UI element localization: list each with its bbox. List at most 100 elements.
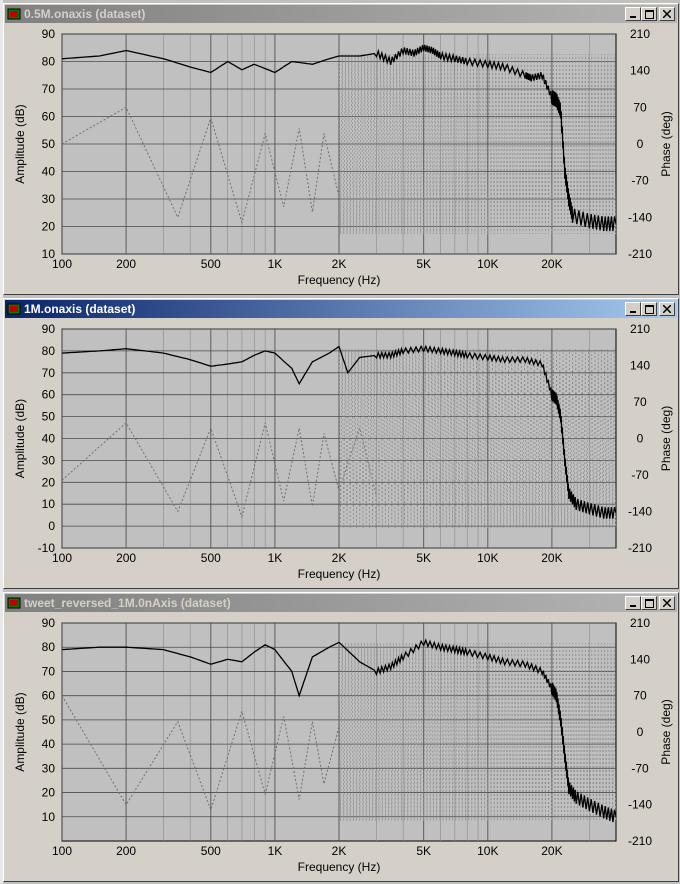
y2-tick-label: -70 [631,174,649,188]
y2-tick-label: -140 [628,505,652,519]
minimize-button[interactable] [625,302,641,316]
y2-tick-label: -140 [628,210,652,224]
window-tweet-reversed-1m[interactable]: tweet_reversed_1M.0nAxis (dataset) 100 20… [3,592,679,882]
y2-tick-label: 140 [630,652,650,666]
frequency-response-chart: 100 200 500 1K 2K 5K 10K 20K9080706050403020100… [13,322,673,581]
x-tick-label: 2K [332,257,347,271]
phase-series-line [61,695,340,812]
y-tick-label: 90 [42,27,56,41]
y-tick-label: 30 [42,761,56,775]
y-tick-label: 10 [42,497,56,511]
y-tick-label: 50 [42,713,56,727]
maximize-button[interactable] [641,7,657,21]
close-button[interactable] [659,302,675,316]
close-button[interactable] [659,596,675,610]
x-tick-label: 100 [52,257,72,271]
x-axis-label: Frequency (Hz) [298,273,381,287]
window-title: 0.5M.onaxis (dataset) [24,7,146,21]
y-tick-label: 90 [42,322,56,336]
x-tick-label: 200 [116,257,136,271]
x-tick-label: 2K [332,844,347,858]
y-tick-label: 80 [42,640,56,654]
x-tick-label: 10K [477,257,498,271]
y2-tick-label: 140 [630,64,650,78]
x-tick-label: 5K [416,844,431,858]
minimize-button[interactable] [625,596,641,610]
y-tick-label: 50 [42,137,56,151]
y-axis-label: Amplitude (dB) [13,399,27,478]
amplitude-series-line [61,44,617,232]
x-tick-label: 1K [268,844,283,858]
x-tick-label: 1K [268,551,283,565]
y-tick-label: 10 [42,247,56,261]
x-tick-label: 5K [416,257,431,271]
phase-series-line [61,422,377,519]
y-tick-label: 80 [42,344,56,358]
amplitude-series-line [61,344,617,519]
y-tick-label: 70 [42,366,56,380]
y2-axis-label: Phase (deg) [659,111,673,176]
y2-tick-label: 70 [633,689,647,703]
y2-tick-label: -210 [628,247,652,261]
y2-tick-label: -140 [628,798,652,812]
y-tick-label: 10 [42,810,56,824]
y-tick-label: 90 [42,616,56,630]
maximize-icon [644,304,654,314]
title-bar[interactable]: 0.5M.onaxis (dataset) [5,5,677,23]
y-tick-label: 0 [48,519,55,533]
y2-tick-label: 140 [630,359,650,373]
maximize-icon [644,9,654,19]
y-tick-label: 70 [42,664,56,678]
y2-tick-label: 210 [630,27,650,41]
x-axis-label: Frequency (Hz) [298,567,381,581]
close-button[interactable] [659,7,675,21]
phase-wrap-series [338,642,617,822]
phase-series-line [61,106,340,225]
x-tick-label: 100 [52,844,72,858]
x-tick-label: 20K [541,551,562,565]
y-tick-label: 80 [42,55,56,69]
minimize-icon [630,311,636,313]
app-icon [7,8,21,20]
x-tick-label: 20K [541,844,562,858]
title-bar[interactable]: tweet_reversed_1M.0nAxis (dataset) [5,594,677,612]
y2-tick-label: -210 [628,541,652,555]
y2-tick-label: 0 [637,725,644,739]
minimize-icon [630,16,636,18]
x-tick-label: 500 [201,257,221,271]
y-tick-label: 40 [42,737,56,751]
x-tick-label: 1K [268,257,283,271]
y2-axis-label: Phase (deg) [659,699,673,764]
close-icon [663,305,671,313]
x-tick-label: 10K [477,844,498,858]
y-tick-label: -10 [38,541,56,555]
app-icon [7,597,21,609]
amplitude-series-line [61,638,617,823]
maximize-button[interactable] [641,596,657,610]
window-title: 1M.onaxis (dataset) [24,302,136,316]
minimize-icon [630,605,636,607]
x-tick-label: 20K [541,257,562,271]
y-tick-label: 60 [42,110,56,124]
maximize-button[interactable] [641,302,657,316]
y-tick-label: 50 [42,410,56,424]
frequency-response-chart: 100 200 500 1K 2K 5K 10K 20K 90 80 70 60 50 40 30 20 10 2… [13,27,673,287]
title-bar[interactable]: 1M.onaxis (dataset) [5,300,677,318]
x-tick-label: 200 [116,844,136,858]
y-tick-label: 20 [42,786,56,800]
y-tick-label: 60 [42,689,56,703]
x-tick-label: 5K [416,551,431,565]
maximize-icon [644,598,654,608]
app-icon [7,303,21,315]
window-1m-onaxis[interactable]: 1M.onaxis (dataset) 100 200 500 1K 2K 5K 10K 20… [3,298,679,589]
y2-tick-label: 70 [633,100,647,114]
phase-wrap-series [338,348,617,529]
window-0.5m-onaxis[interactable]: 0.5M.onaxis (dataset) 100 200 500 1K 2K 5K 10K… [3,3,679,295]
y-axis-label: Amplitude (dB) [13,104,27,183]
x-tick-label: 500 [201,551,221,565]
close-icon [663,599,671,607]
x-tick-label: 500 [201,844,221,858]
minimize-button[interactable] [625,7,641,21]
y2-tick-label: -70 [631,468,649,482]
y-tick-label: 30 [42,192,56,206]
